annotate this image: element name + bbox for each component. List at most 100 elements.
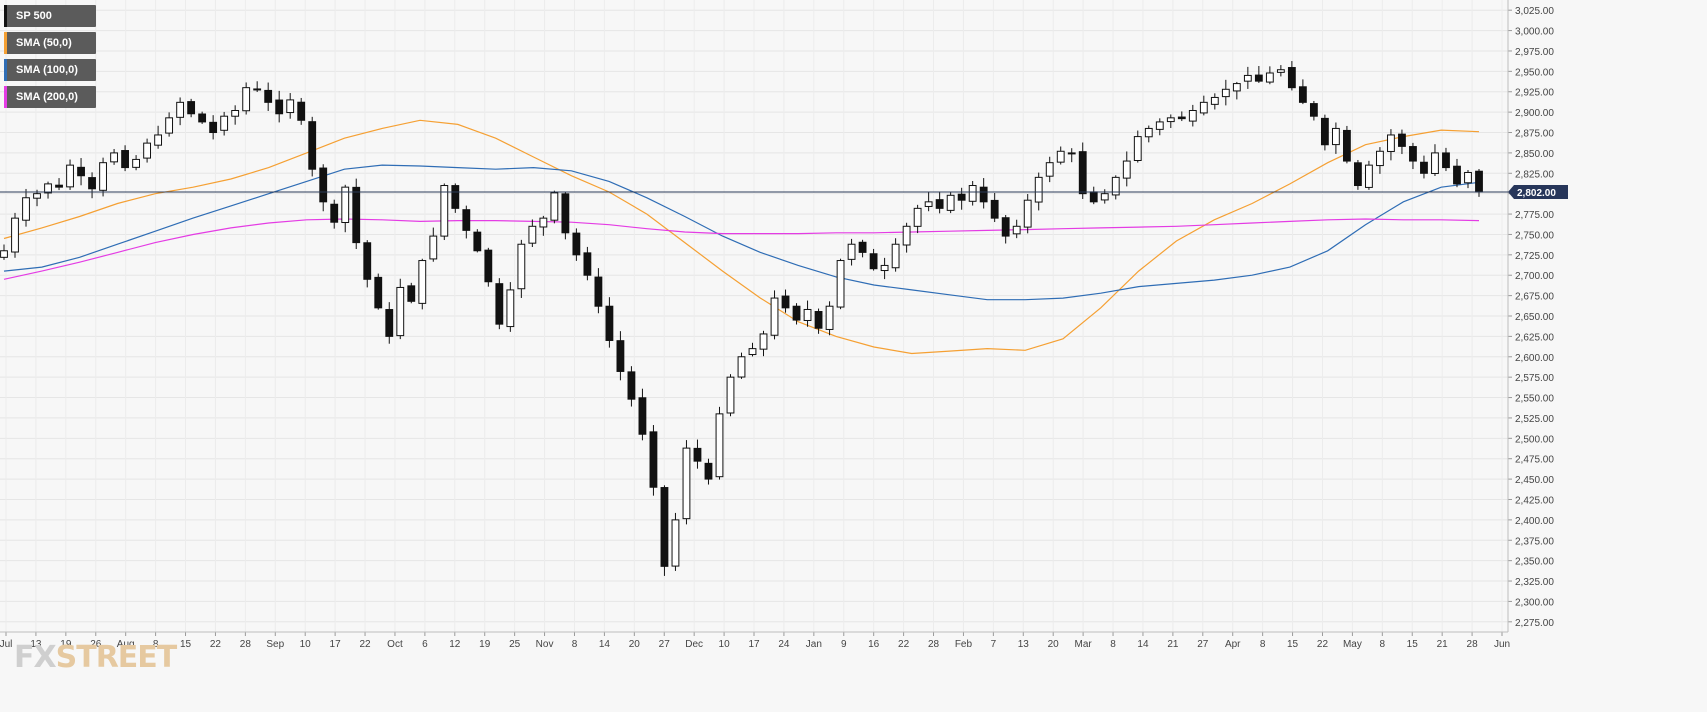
candle[interactable]: [1045, 156, 1054, 183]
candle[interactable]: [869, 248, 878, 271]
candle[interactable]: [825, 301, 834, 336]
legend-item-sma-200[interactable]: SMA (200,0): [4, 86, 96, 108]
candle[interactable]: [1464, 170, 1472, 189]
candle[interactable]: [704, 458, 713, 485]
candle[interactable]: [473, 229, 482, 253]
candle[interactable]: [539, 215, 548, 236]
candle[interactable]: [1056, 146, 1065, 165]
candle[interactable]: [1431, 144, 1439, 176]
candle[interactable]: [1331, 122, 1340, 154]
candle[interactable]: [429, 227, 438, 262]
candle[interactable]: [110, 148, 118, 165]
candle[interactable]: [286, 93, 295, 119]
candle[interactable]: [682, 440, 691, 525]
candle[interactable]: [1188, 104, 1197, 127]
candle[interactable]: [55, 178, 63, 191]
candle[interactable]: [495, 278, 504, 330]
candle[interactable]: [1320, 114, 1329, 151]
candle[interactable]: [1232, 81, 1241, 100]
candle[interactable]: [1287, 61, 1296, 91]
candle[interactable]: [671, 512, 680, 571]
candle[interactable]: [440, 183, 449, 241]
candle[interactable]: [1210, 93, 1219, 110]
candle[interactable]: [330, 199, 339, 229]
candle[interactable]: [858, 239, 867, 258]
candle[interactable]: [253, 81, 262, 93]
candle[interactable]: [88, 172, 96, 199]
candle[interactable]: [770, 290, 779, 340]
candle[interactable]: [66, 159, 74, 190]
candle[interactable]: [891, 238, 900, 272]
candle[interactable]: [363, 240, 372, 288]
candle[interactable]: [1122, 151, 1131, 187]
candle[interactable]: [781, 289, 790, 313]
candle[interactable]: [979, 178, 988, 209]
candle[interactable]: [165, 112, 174, 137]
candle[interactable]: [462, 205, 471, 239]
candle[interactable]: [968, 181, 977, 206]
candle[interactable]: [297, 97, 306, 125]
candle[interactable]: [1023, 194, 1032, 234]
candle[interactable]: [1166, 114, 1175, 128]
candle[interactable]: [660, 485, 669, 576]
candle[interactable]: [506, 282, 515, 332]
candle[interactable]: [264, 82, 273, 111]
candle[interactable]: [1243, 66, 1252, 89]
candle[interactable]: [1420, 155, 1428, 179]
candle[interactable]: [836, 258, 845, 310]
legend-item-sma-100[interactable]: SMA (100,0): [4, 59, 96, 81]
legend-item-sp500[interactable]: SP 500: [4, 5, 96, 27]
legend-item-sma-50[interactable]: SMA (50,0): [4, 32, 96, 54]
candle[interactable]: [1144, 125, 1153, 143]
candle[interactable]: [1276, 65, 1285, 77]
candle[interactable]: [583, 246, 592, 281]
candle[interactable]: [176, 97, 185, 126]
candle[interactable]: [759, 330, 768, 357]
candle[interactable]: [44, 181, 52, 199]
candle[interactable]: [1354, 159, 1362, 190]
candle[interactable]: [132, 155, 141, 171]
candle[interactable]: [616, 331, 625, 381]
candle[interactable]: [1409, 142, 1417, 170]
candle[interactable]: [1453, 158, 1461, 188]
candle[interactable]: [814, 308, 823, 334]
candle[interactable]: [1298, 79, 1307, 105]
candle[interactable]: [880, 257, 889, 280]
candle[interactable]: [11, 212, 19, 258]
candle[interactable]: [528, 219, 537, 247]
candle[interactable]: [0, 244, 8, 260]
candle[interactable]: [484, 247, 493, 287]
candle[interactable]: [319, 164, 328, 212]
candle[interactable]: [957, 187, 966, 210]
candle[interactable]: [1387, 129, 1395, 161]
candle[interactable]: [220, 111, 229, 136]
candle[interactable]: [374, 273, 383, 310]
candle[interactable]: [275, 90, 284, 123]
candle[interactable]: [1067, 148, 1076, 163]
candle[interactable]: [594, 268, 603, 314]
candle[interactable]: [1199, 95, 1208, 116]
candle[interactable]: [209, 115, 218, 140]
candle[interactable]: [1376, 147, 1384, 174]
candle[interactable]: [1365, 160, 1373, 190]
candle[interactable]: [726, 374, 735, 417]
candle[interactable]: [1111, 175, 1120, 200]
candle[interactable]: [407, 282, 416, 304]
candle[interactable]: [385, 302, 394, 344]
candle[interactable]: [517, 239, 526, 298]
candle[interactable]: [627, 366, 636, 407]
candle[interactable]: [847, 238, 856, 266]
candle[interactable]: [187, 98, 196, 118]
candle[interactable]: [1034, 172, 1043, 211]
candle[interactable]: [154, 125, 163, 149]
candle[interactable]: [1012, 219, 1021, 239]
candle[interactable]: [99, 157, 107, 197]
candle[interactable]: [341, 184, 350, 233]
candle[interactable]: [451, 183, 460, 213]
candle[interactable]: [198, 111, 207, 124]
candle[interactable]: [561, 191, 570, 240]
candle[interactable]: [242, 82, 251, 115]
candle[interactable]: [352, 178, 361, 250]
candle[interactable]: [1221, 79, 1230, 106]
